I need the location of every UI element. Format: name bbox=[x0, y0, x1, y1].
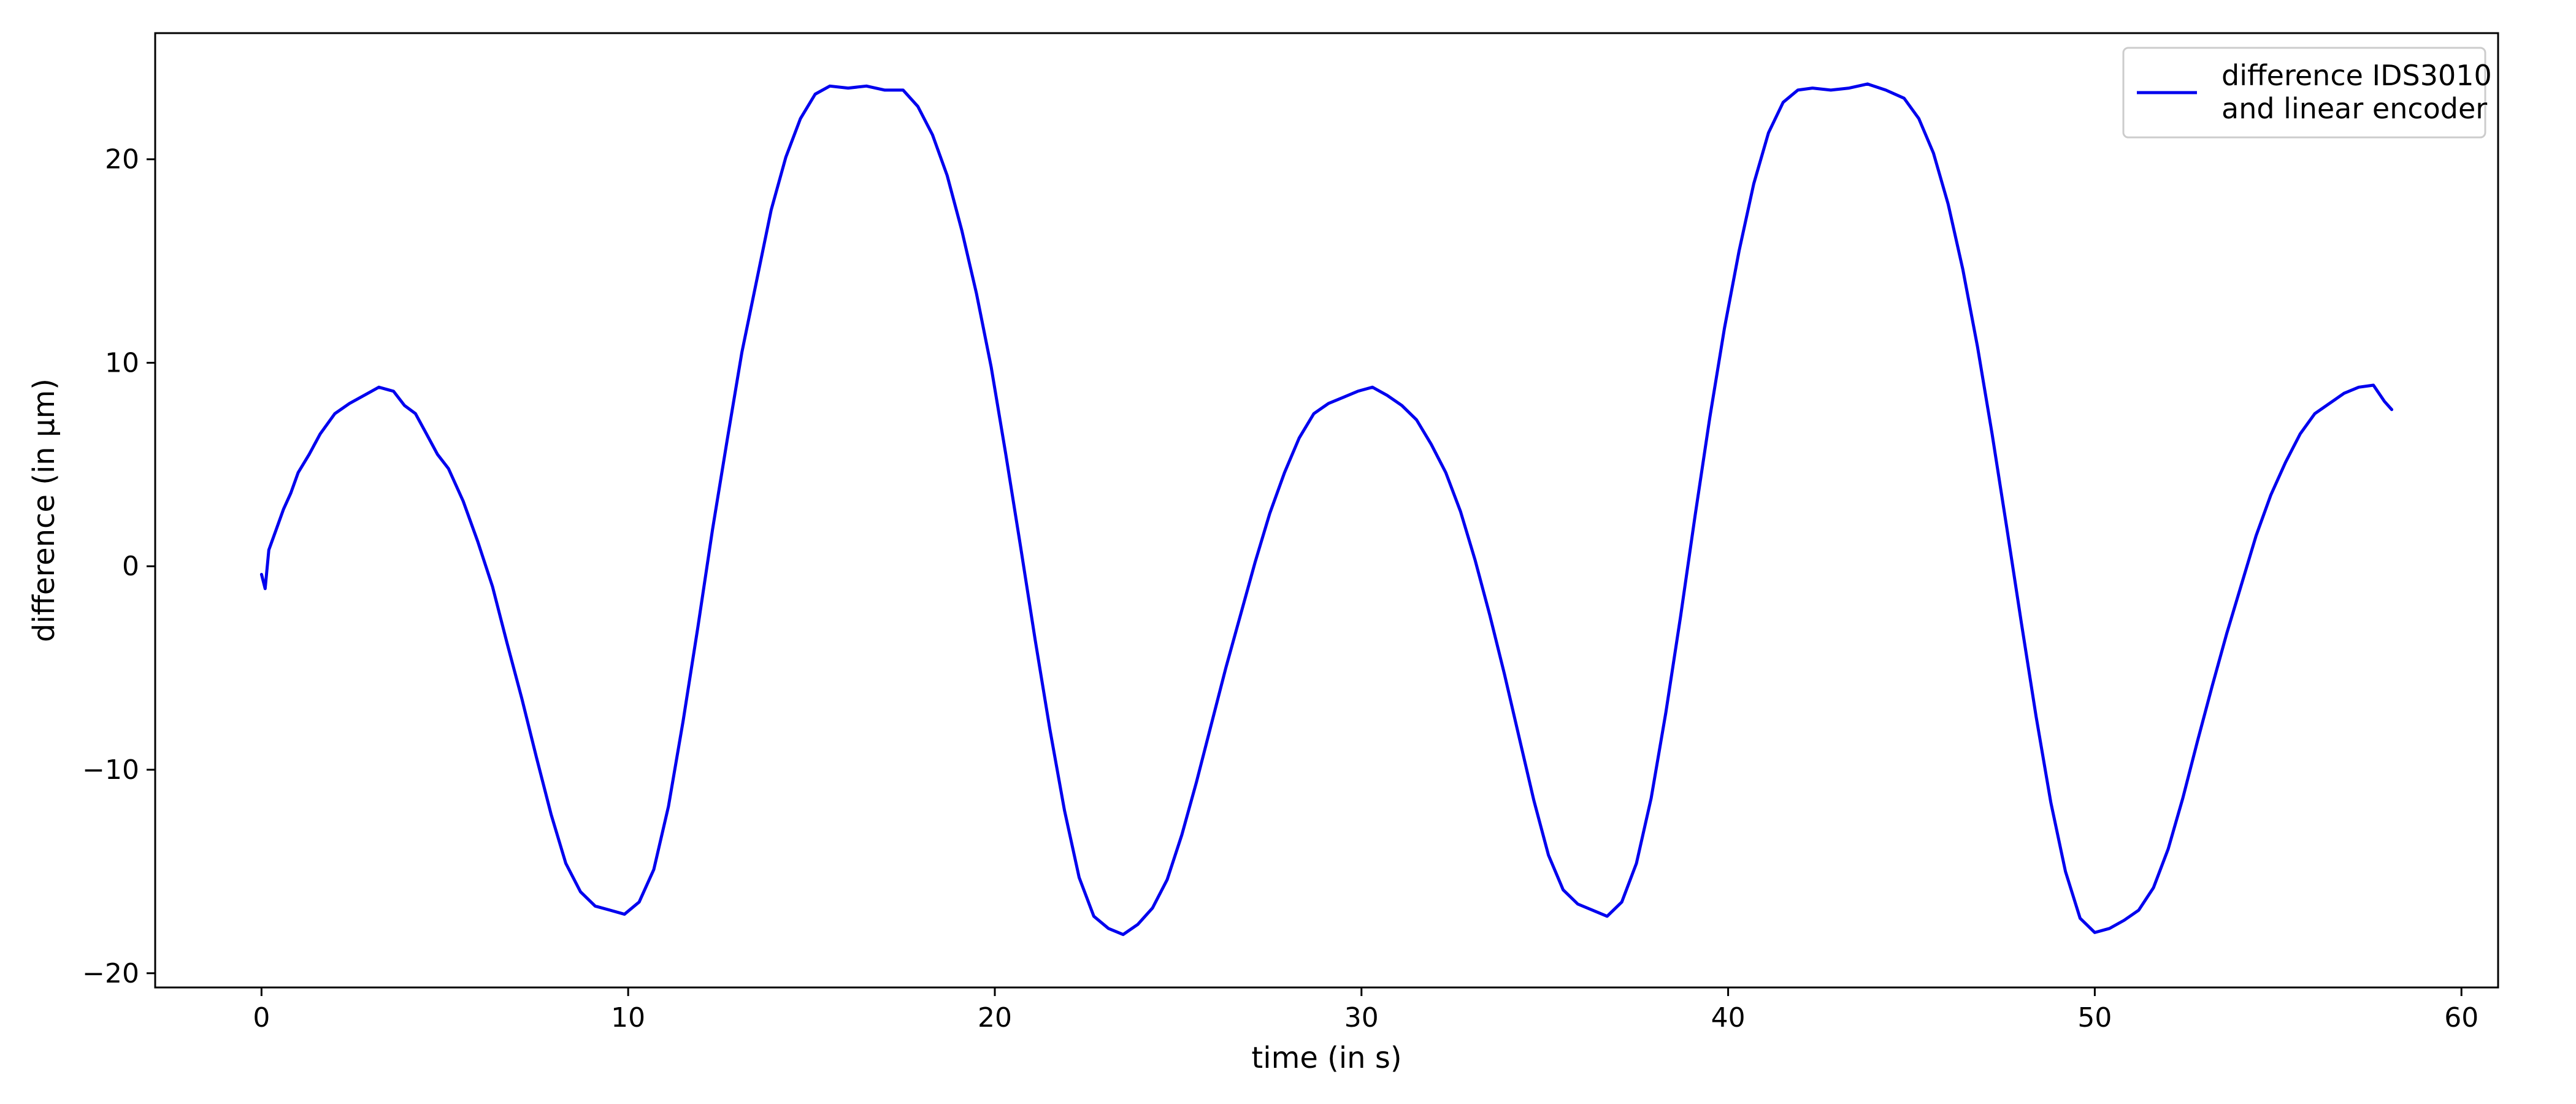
x-tick-label: 0 bbox=[253, 1002, 270, 1033]
y-tick-label: −10 bbox=[82, 754, 139, 786]
y-axis-label: difference (in µm) bbox=[27, 378, 61, 642]
plot-area bbox=[259, 82, 2394, 937]
x-tick-label: 50 bbox=[2077, 1002, 2112, 1033]
y-tick-label: 10 bbox=[105, 347, 139, 378]
y-tick-label: −20 bbox=[82, 958, 139, 989]
axes-frame bbox=[154, 32, 2499, 989]
legend-label-line-2: and linear encoder bbox=[2221, 92, 2487, 125]
series-line-0 bbox=[259, 82, 2394, 937]
x-axis-label: time (in s) bbox=[1251, 1041, 1401, 1075]
legend: difference IDS3010 and linear encoder bbox=[2122, 47, 2492, 139]
y-tick-label: 0 bbox=[122, 551, 139, 582]
x-tick-label: 60 bbox=[2444, 1002, 2478, 1033]
x-tick-label: 20 bbox=[978, 1002, 1012, 1033]
x-tick-label: 10 bbox=[611, 1002, 645, 1033]
x-tick-label: 30 bbox=[1344, 1002, 1379, 1033]
axis-ticks: 0 10 20 30 40 50 60 −20 −10 0 10 20 bbox=[82, 144, 2478, 1033]
y-tick-label: 20 bbox=[105, 144, 139, 175]
x-tick-label: 40 bbox=[1711, 1002, 1746, 1033]
legend-box bbox=[2122, 47, 2486, 139]
legend-label-line-1: difference IDS3010 bbox=[2221, 59, 2492, 92]
